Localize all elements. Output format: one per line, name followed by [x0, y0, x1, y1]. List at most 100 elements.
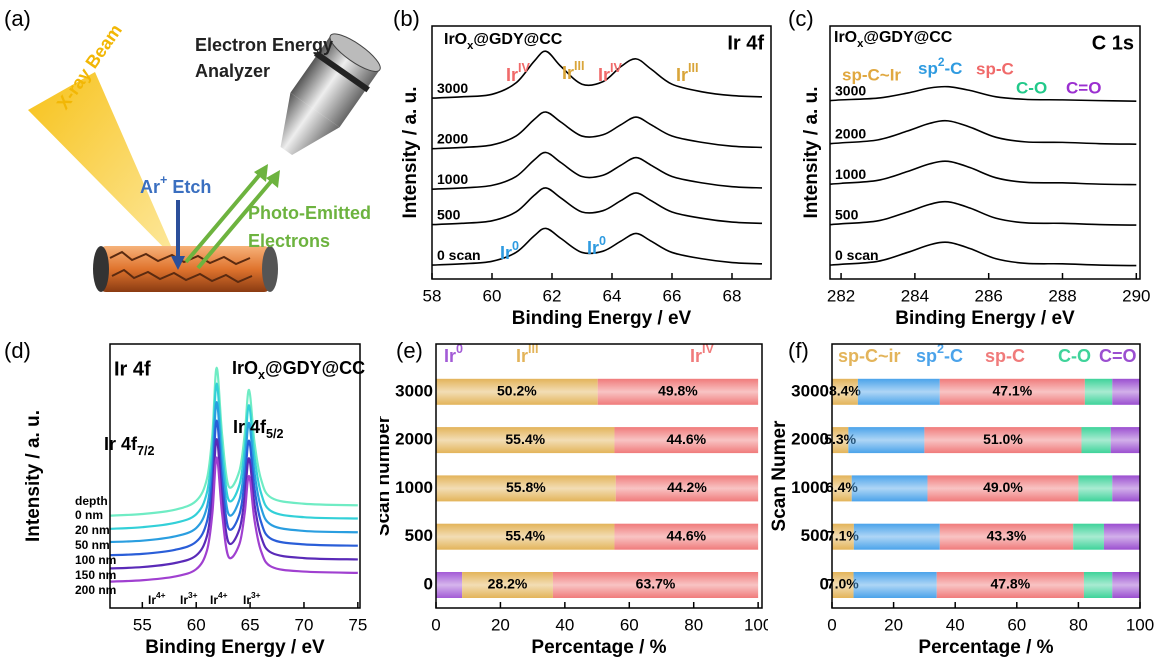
text-part: 4+ — [156, 590, 166, 600]
data-label: 49.0% — [983, 479, 1023, 495]
legend-label: sp2-C — [916, 342, 963, 365]
text-part: -C — [944, 346, 963, 366]
text-part: Ar — [140, 177, 160, 197]
y-tick-label: 1000 — [395, 478, 433, 497]
spectrum-line — [829, 200, 1137, 226]
bar-segment — [1078, 475, 1113, 502]
annotation: Ir0 — [500, 239, 519, 262]
annotation: Ir 4f7/2 — [104, 434, 155, 459]
series-label: 2000 — [835, 125, 866, 141]
text-part: III — [574, 59, 585, 73]
legend-label: 100 nm — [75, 553, 116, 567]
bar-segment — [436, 475, 616, 502]
legend-label: sp-C~ir — [838, 346, 901, 366]
plot-frame — [109, 343, 361, 609]
data-label: 44.2% — [667, 479, 707, 495]
rod-cap — [93, 246, 109, 292]
x-axis-title: Percentage / % — [531, 637, 666, 658]
schematic — [28, 33, 381, 292]
spectrum-line — [431, 227, 763, 266]
spectrum-line — [109, 437, 358, 570]
x-tick-label: 290 — [1122, 286, 1150, 305]
y-axis-title: Intensity / a. u. — [400, 87, 421, 219]
bar-segment — [832, 378, 858, 405]
text-part: Etch — [167, 177, 211, 197]
panel-label: (b) — [393, 6, 420, 31]
annotation: Ir4+ — [148, 590, 166, 607]
text-part: 7/2 — [137, 444, 155, 458]
series-label: 3000 — [437, 80, 468, 96]
bar-segment — [857, 378, 940, 405]
bar-segment — [614, 523, 759, 550]
bar-segment — [552, 572, 759, 598]
text-part: IV — [518, 61, 530, 75]
x-tick-label: 100 — [744, 615, 772, 634]
bar-segment — [597, 378, 759, 405]
bar-segment — [1112, 378, 1140, 405]
data-label: 63.7% — [636, 576, 676, 592]
analyzer-cone — [280, 92, 340, 155]
text-part: @GDY@CC — [863, 29, 952, 46]
schematic-label: Ar+ Etch — [140, 173, 211, 196]
data-label: 8.4% — [829, 383, 861, 399]
text-part: @GDY@CC — [473, 31, 562, 48]
series-label: 1000 — [437, 171, 468, 187]
data-label: 47.1% — [992, 383, 1032, 399]
spectrum-line — [431, 187, 763, 226]
analyzer — [280, 33, 381, 155]
chart-title: IrOx@GDY@CC — [834, 29, 953, 50]
bar-segment — [927, 475, 1079, 502]
spectrum-line — [829, 85, 1137, 102]
data-label: 47.8% — [990, 576, 1030, 592]
x-tick-label: 66 — [663, 286, 682, 305]
annotation: IrIII — [562, 59, 585, 82]
chart-label: Ir 4f — [727, 32, 764, 54]
x-tick-label: 40 — [946, 615, 965, 634]
annotation: sp-C — [976, 59, 1014, 78]
text-part: Ir — [500, 243, 512, 263]
legend-label: 50 nm — [75, 538, 110, 552]
text-part: Ir — [516, 346, 528, 366]
text-part: sp — [916, 346, 937, 366]
spectrum-line — [829, 241, 1137, 267]
annotation: sp2-C — [918, 55, 962, 78]
panel-label: (f) — [788, 338, 809, 363]
text-part: 3+ — [251, 590, 261, 600]
data-label: 43.3% — [987, 527, 1027, 543]
analyzer-band — [314, 50, 370, 93]
spectrum-line — [431, 50, 763, 99]
bar-segment — [1103, 523, 1140, 550]
x-tick-label: 60 — [620, 615, 639, 634]
series-label: 2000 — [437, 130, 468, 146]
bar-segment — [436, 427, 615, 454]
annotation: Ir4+ — [210, 590, 228, 607]
spectrum-line — [109, 456, 358, 583]
x-tick-label: 282 — [827, 286, 855, 305]
x-tick-label: 68 — [723, 286, 742, 305]
sample-rod — [100, 246, 270, 292]
panel-label: (e) — [396, 338, 423, 363]
bar-segment — [936, 572, 1084, 598]
text-part: 2 — [938, 55, 945, 69]
bar-segment — [832, 523, 854, 550]
y-tick-label: 500 — [405, 526, 433, 545]
text-part: sp — [918, 59, 938, 78]
y-axis-title: Intensity / a. u. — [801, 87, 822, 219]
spectrum-line — [109, 382, 358, 530]
xray-beam — [28, 72, 178, 262]
x-tick-label: 286 — [975, 286, 1003, 305]
bar-segment — [614, 427, 759, 454]
y-axis-title: Scan Numer — [769, 420, 790, 531]
bar-segment — [832, 475, 852, 502]
legend-label: 200 nm — [75, 583, 116, 597]
bar-segment — [1112, 475, 1140, 502]
x-tick-label: 60 — [483, 286, 502, 305]
y-tick-label: 3000 — [791, 381, 829, 400]
text-part: 3+ — [188, 590, 198, 600]
bar-segment — [462, 572, 553, 598]
text-part: Ir — [562, 63, 574, 83]
text-part: Ir — [148, 593, 156, 607]
legend-label: Ir0 — [444, 342, 463, 365]
